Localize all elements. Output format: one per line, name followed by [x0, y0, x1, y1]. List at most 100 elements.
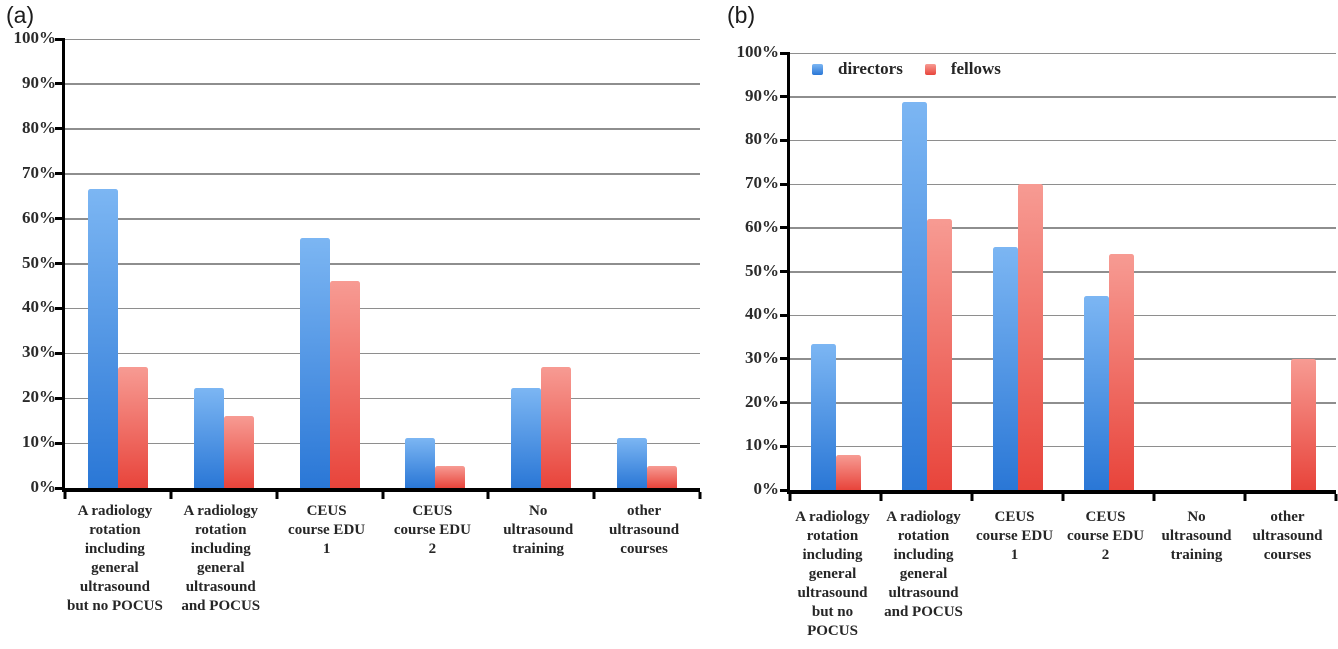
x-axis-tick-mark-6: [698, 492, 702, 499]
panel-label-b: (b): [727, 2, 756, 28]
y-axis-tick-mark-40pct: [780, 313, 790, 317]
category-group-4: [488, 39, 594, 488]
y-tick-label-80pct: 80%: [22, 117, 56, 137]
x-category-label-0: A radiology rotation including general u…: [795, 509, 870, 639]
y-tick-label-30pct: 30%: [745, 347, 779, 367]
x-category-label-1: A radiology rotation including general u…: [884, 509, 963, 620]
y-axis-tick-mark-10pct: [780, 444, 790, 448]
bar-directors-0: [810, 344, 836, 490]
y-tick-label-0pct: 0%: [30, 477, 57, 496]
y-tick-label-90pct: 90%: [22, 72, 56, 92]
y-tick-label-50pct: 50%: [22, 252, 56, 272]
legend-item-directors: directors: [812, 59, 903, 79]
y-axis-tick-mark-80pct: [55, 127, 65, 131]
y-tick-label-40pct: 40%: [745, 304, 779, 324]
y-tick-label-100pct: 100%: [13, 28, 57, 47]
gridline-60pct: [790, 227, 1336, 229]
gridline-80pct: [65, 128, 700, 130]
x-category-label-5: other ultrasound courses: [1252, 509, 1323, 563]
y-axis-tick-mark-10pct: [55, 441, 65, 445]
x-category-label-2: CEUS course EDU 1: [288, 503, 366, 557]
category-group-1: [171, 39, 277, 488]
y-axis-tick-mark-70pct: [780, 182, 790, 186]
y-axis-tick-mark-100pct: [55, 37, 65, 41]
x-axis-category-labels-b: A radiology rotation including general u…: [787, 508, 1333, 641]
x-axis-tick-mark-5: [1243, 494, 1247, 501]
bar-fellows-3: [435, 465, 466, 488]
gridline-50pct: [65, 263, 700, 265]
bar-directors-1: [901, 101, 927, 490]
gridline-90pct: [790, 96, 1336, 98]
bar-directors-2: [992, 247, 1018, 490]
legend-item-fellows: fellows: [924, 59, 1001, 79]
bar-directors-3: [1083, 295, 1109, 490]
y-axis-tick-mark-30pct: [780, 357, 790, 361]
gridline-80pct: [790, 139, 1336, 142]
gridline-70pct: [65, 173, 700, 175]
bar-fellows-3: [1108, 254, 1134, 490]
bar-fellows-0: [117, 366, 148, 488]
category-group-1: [881, 53, 972, 490]
bar-directors-5: [617, 438, 648, 488]
x-category-label-4: No ultrasound training: [503, 503, 574, 557]
y-tick-label-20pct: 20%: [22, 387, 56, 407]
x-category-label-2: CEUS course EDU 1: [975, 509, 1054, 563]
gridline-100pct: [65, 38, 700, 40]
y-axis-tick-mark-50pct: [55, 262, 65, 265]
category-group-5: [1245, 53, 1336, 490]
plot-area-b: [780, 51, 1338, 501]
legend-swatch-directors: [812, 63, 823, 75]
y-axis-tick-mark-80pct: [780, 138, 790, 142]
gridline-100pct: [790, 52, 1336, 54]
x-axis-tick-mark-0: [63, 492, 67, 499]
y-axis-tick-mark-40pct: [55, 306, 65, 310]
gridline-50pct: [790, 271, 1336, 273]
category-group-4: [1154, 53, 1245, 490]
y-axis-tick-mark-70pct: [55, 172, 65, 176]
gridline-20pct: [790, 402, 1336, 404]
y-axis-tick-mark-60pct: [55, 217, 65, 221]
bar-directors-1: [193, 388, 224, 488]
legend-label-directors: directors: [838, 59, 903, 78]
y-tick-label-60pct: 60%: [22, 207, 56, 227]
x-axis-tick-mark-4: [1152, 494, 1156, 501]
bar-fellows-1: [223, 416, 254, 488]
bar-directors-3: [405, 438, 436, 488]
y-tick-label-60pct: 60%: [745, 216, 779, 236]
y-axis-tick-mark-0pct: [780, 488, 790, 492]
x-category-label-1: A radiology rotation including general u…: [181, 503, 261, 614]
y-tick-label-100pct: 100%: [736, 42, 780, 61]
y-axis-tick-mark-20pct: [55, 396, 65, 400]
y-axis-tick-mark-90pct: [55, 82, 65, 86]
y-tick-label-80pct: 80%: [745, 129, 779, 149]
category-group-2: [277, 39, 383, 488]
gridline-30pct: [790, 358, 1336, 360]
gridline-40pct: [65, 307, 700, 310]
gridline-20pct: [65, 397, 700, 400]
x-axis-tick-mark-5: [592, 492, 596, 499]
x-axis-tick-mark-2: [275, 492, 279, 499]
x-category-label-5: other ultrasound courses: [609, 503, 680, 557]
bar-fellows-5: [1290, 358, 1316, 490]
y-tick-label-90pct: 90%: [745, 85, 779, 105]
y-tick-label-40pct: 40%: [22, 297, 56, 317]
bar-directors-2: [299, 238, 330, 488]
bar-fellows-4: [541, 366, 572, 488]
y-tick-label-10pct: 10%: [745, 435, 779, 455]
x-axis-tick-mark-1: [169, 492, 173, 499]
y-axis-tick-labels-b: 100% 90% 80% 70% 60% 50% 40% 30% 20% 10% 0%: [725, 42, 780, 498]
panel-label-a: (a): [6, 2, 35, 28]
category-group-0: [790, 53, 881, 490]
y-axis-tick-mark-90pct: [780, 95, 790, 99]
bar-fellows-2: [1017, 184, 1043, 490]
x-axis-tick-mark-4: [486, 492, 490, 499]
legend-label-fellows: fellows: [950, 59, 1001, 78]
category-group-3: [1063, 53, 1154, 490]
category-group-5: [594, 39, 700, 488]
bar-directors-4: [511, 388, 542, 488]
x-category-label-3: CEUS course EDU 2: [393, 503, 471, 557]
y-axis-tick-mark-0pct: [55, 486, 65, 490]
bar-directors-0: [87, 188, 118, 488]
y-tick-label-70pct: 70%: [22, 162, 56, 182]
